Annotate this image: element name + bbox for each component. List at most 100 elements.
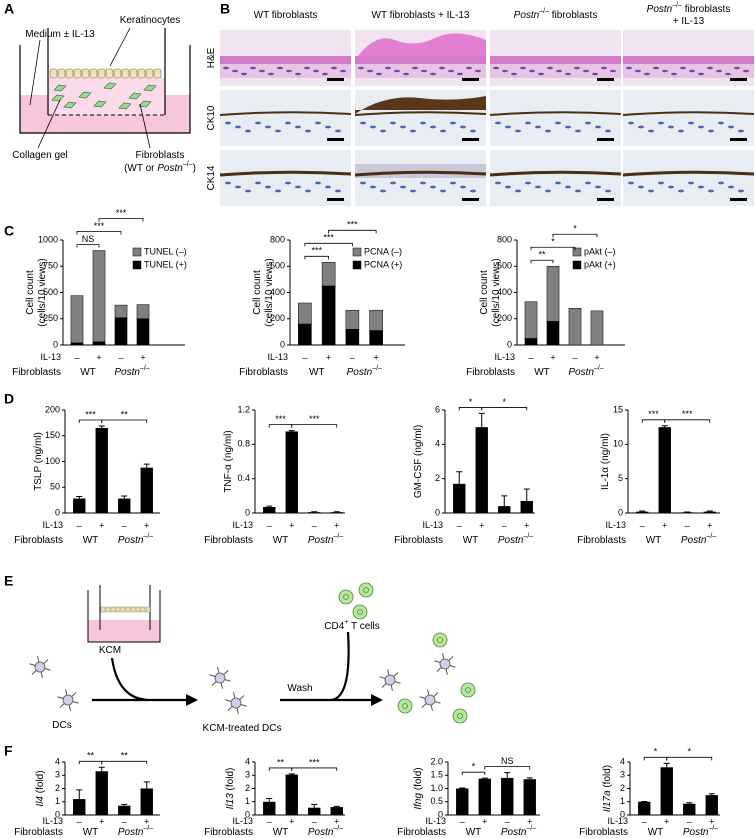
y-axis-title-part: (fold): [225, 768, 236, 794]
x-row-label-part: Fibroblasts: [577, 535, 626, 546]
keratinocyte: [105, 68, 114, 79]
label-part: Wash: [287, 683, 312, 694]
group-label-part: –/–: [708, 825, 718, 832]
significance-label: ***: [309, 414, 320, 424]
stain: [355, 96, 486, 114]
label-part: CD4: [324, 621, 344, 632]
nucleus: [734, 66, 740, 70]
micrograph-bg: [490, 90, 621, 146]
bar-segment: [70, 342, 84, 346]
y-axis-title: Il17a (fold): [602, 765, 613, 812]
significance-label: *: [472, 762, 476, 772]
bar-segment: [568, 308, 582, 346]
bar: [140, 467, 153, 513]
legend-label: PCNA (+): [364, 259, 402, 269]
stain-line: [622, 170, 755, 177]
nucleus: [439, 66, 445, 70]
bar: [95, 428, 108, 513]
fibroblast: [128, 92, 142, 100]
y-axis-title-part: Il17a: [602, 790, 613, 812]
nucleus: [635, 69, 641, 73]
fibroblast: [103, 82, 117, 90]
x-row-label: IL-13: [40, 352, 61, 362]
nucleus: [285, 121, 291, 125]
error-bar: [288, 773, 295, 775]
cell-body: [439, 658, 451, 670]
micrograph-bg: [220, 90, 351, 146]
collagen-gel: [48, 78, 165, 115]
t-cell-nucleus: [402, 703, 408, 709]
y-axis-title: Cell count: [479, 270, 490, 315]
micrograph: [622, 150, 755, 206]
y-axis-title-part: IL-1α (ng/ml): [600, 433, 611, 490]
column-header: WT fibroblasts + IL-13: [372, 10, 470, 21]
significance-label: ***: [116, 208, 127, 218]
micrograph: [489, 90, 622, 146]
error-bar: [121, 495, 128, 499]
x-row-label-part: IL-13: [40, 352, 61, 362]
error-bar: [504, 772, 511, 778]
x-row-label-part: IL-13: [605, 520, 626, 530]
nucleus: [390, 121, 396, 125]
nucleus: [574, 66, 580, 70]
nucleus: [259, 69, 265, 73]
x-tick-label: –: [640, 520, 645, 530]
nucleus: [525, 121, 531, 125]
group-label: Postn–/–: [118, 825, 153, 837]
significance-label: *: [502, 397, 506, 407]
column-header: Postn–/– fibroblasts: [514, 8, 598, 20]
nucleus: [610, 69, 616, 73]
y-tick-label: 1000: [38, 234, 58, 244]
group-label-part: –/–: [333, 533, 343, 540]
nucleus: [390, 181, 396, 185]
group-label-part: WT: [309, 367, 325, 378]
cell-body: [424, 694, 436, 706]
nucleus: [505, 185, 511, 189]
nucleus: [555, 121, 561, 125]
stain-line: [489, 170, 622, 177]
y-tick-label: 50: [50, 482, 60, 492]
nucleus: [223, 66, 229, 70]
group-label-part: Postn: [308, 827, 334, 838]
nucleus: [698, 185, 704, 189]
bar: [638, 801, 651, 815]
x-tick-label: –: [502, 520, 507, 530]
error-bar: [501, 495, 508, 507]
nucleus: [545, 129, 551, 133]
x-row-label-part: IL-13: [232, 520, 253, 530]
group-label-part: –/–: [372, 365, 382, 372]
keratinocyte: [140, 606, 146, 613]
significance-bracket: [530, 246, 576, 251]
group-label: Postn–/–: [498, 533, 533, 545]
label: Wash: [287, 683, 312, 694]
label-part: Keratinocytes: [120, 15, 181, 26]
x-row-label-part: Fibroblasts: [204, 827, 253, 838]
group-label: Postn–/–: [114, 365, 149, 377]
x-tick-label: –: [460, 816, 465, 826]
y-tick-label: 3: [620, 770, 625, 780]
t-cell: [452, 708, 468, 724]
cell-body: [384, 674, 396, 686]
y-tick-label: 500: [43, 287, 58, 297]
significance-bracket: [268, 767, 293, 771]
nucleus: [475, 69, 481, 73]
significance-label: ***: [648, 409, 659, 419]
nucleus: [585, 121, 591, 125]
x-tick-label: –: [457, 520, 462, 530]
nucleus: [277, 66, 283, 70]
x-tick-label: –: [572, 352, 577, 362]
nucleus: [725, 72, 731, 76]
y-tick-label: 100: [45, 456, 60, 466]
x-row-label-part: IL-13: [267, 352, 288, 362]
keratinocyte: [89, 68, 98, 79]
y-axis-title-part: (cells/10 views): [37, 258, 48, 326]
keratinocyte: [110, 606, 116, 613]
bar: [330, 807, 343, 815]
y-tick-label: 0.8: [237, 439, 250, 449]
nucleus: [457, 72, 463, 76]
bar-segment: [92, 341, 106, 346]
micrograph: [623, 30, 754, 86]
nucleus: [728, 125, 734, 129]
nucleus: [305, 129, 311, 133]
nucleus: [648, 189, 654, 193]
